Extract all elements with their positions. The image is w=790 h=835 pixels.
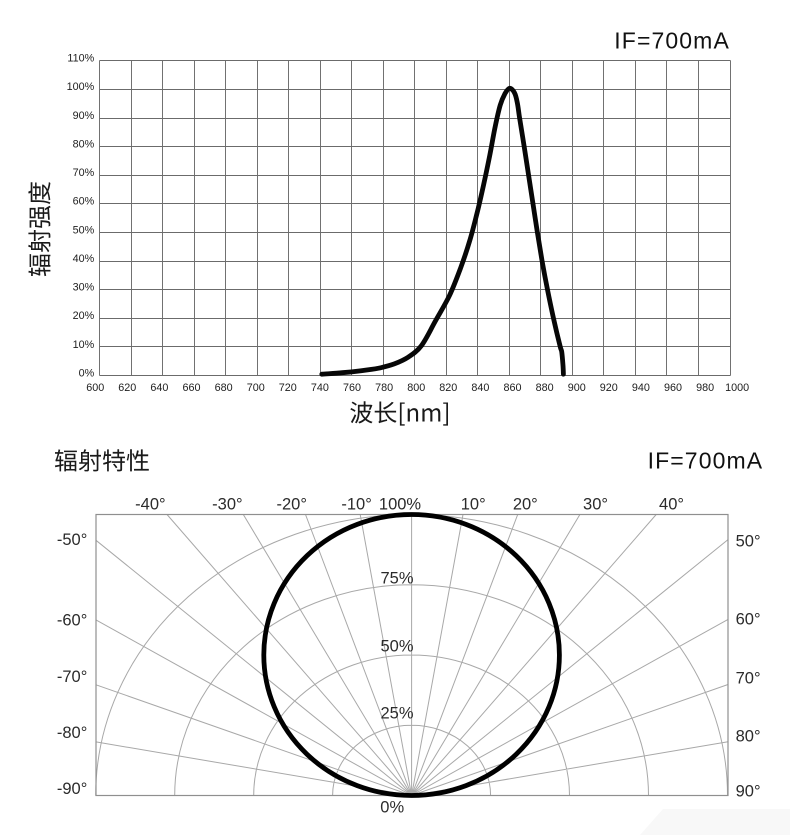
svg-text:25%: 25% [380,705,413,723]
svg-text:75%: 75% [380,570,413,588]
svg-text:780: 780 [375,382,393,394]
svg-text:-50°: -50° [57,531,87,549]
svg-text:70%: 70% [73,167,95,179]
svg-text:-60°: -60° [57,612,87,630]
svg-text:880: 880 [536,382,554,394]
svg-text:-40°: -40° [135,495,165,513]
svg-text:110%: 110% [67,53,94,65]
svg-text:740: 740 [311,382,329,394]
svg-text:820: 820 [439,382,457,394]
svg-text:0%: 0% [79,367,95,379]
svg-text:30°: 30° [583,495,608,513]
svg-text:840: 840 [471,382,489,394]
svg-text:20%: 20% [73,310,95,322]
svg-text:-20°: -20° [276,495,306,513]
svg-text:-80°: -80° [57,724,87,742]
svg-text:10°: 10° [461,495,486,513]
svg-text:-90°: -90° [57,780,87,798]
svg-text:660: 660 [182,382,200,394]
svg-text:680: 680 [215,382,233,394]
svg-text:980: 980 [696,382,714,394]
svg-text:720: 720 [279,382,297,394]
svg-text:600: 600 [86,382,104,394]
svg-text:960: 960 [664,382,682,394]
svg-text:60%: 60% [73,196,95,208]
svg-text:640: 640 [150,382,168,394]
svg-text:800: 800 [407,382,425,394]
svg-text:1000: 1000 [725,382,749,394]
svg-text:-10°: -10° [341,495,371,513]
svg-text:920: 920 [600,382,618,394]
svg-text:60°: 60° [736,611,761,629]
svg-text:940: 940 [632,382,650,394]
svg-text:620: 620 [118,382,136,394]
svg-text:-30°: -30° [212,495,242,513]
svg-text:900: 900 [568,382,586,394]
svg-text:50°: 50° [736,533,761,551]
svg-text:700: 700 [247,382,265,394]
svg-text:20°: 20° [513,495,538,513]
svg-text:0%: 0% [380,798,404,816]
svg-text:40°: 40° [659,495,684,513]
svg-text:80%: 80% [73,139,95,151]
svg-text:40%: 40% [73,253,95,265]
svg-text:IF=700mA: IF=700mA [648,447,763,473]
svg-text:80°: 80° [736,727,761,745]
svg-text:760: 760 [343,382,361,394]
svg-text:860: 860 [503,382,521,394]
svg-text:30%: 30% [73,282,95,294]
svg-text:100%: 100% [67,81,95,93]
svg-text:90%: 90% [73,110,95,122]
svg-text:70°: 70° [736,669,761,687]
svg-text:50%: 50% [380,637,413,655]
svg-text:10%: 10% [73,339,95,351]
svg-text:50%: 50% [73,224,95,236]
svg-text:100%: 100% [379,495,422,513]
svg-text:-70°: -70° [57,668,87,686]
svg-text:IF=700mA: IF=700mA [614,28,729,54]
svg-text:90°: 90° [736,782,761,800]
